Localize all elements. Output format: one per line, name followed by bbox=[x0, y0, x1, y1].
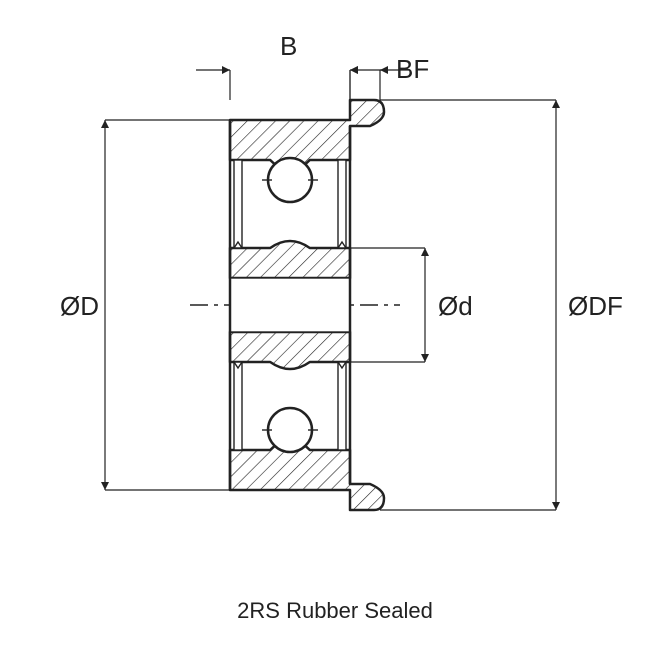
dim-label-BF: BF bbox=[396, 54, 429, 84]
caption-text: 2RS Rubber Sealed bbox=[0, 598, 670, 624]
rubber-seal bbox=[234, 160, 242, 248]
dim-label-B: B bbox=[280, 31, 297, 61]
dim-label-d: Ød bbox=[438, 291, 473, 321]
rubber-seal bbox=[338, 362, 346, 450]
inner-race-section bbox=[230, 332, 350, 369]
bore-opening bbox=[230, 278, 350, 332]
outer-race-section bbox=[230, 100, 384, 170]
dim-label-D: ØD bbox=[60, 291, 99, 321]
ball bbox=[268, 158, 312, 202]
ball bbox=[268, 408, 312, 452]
inner-race-section bbox=[230, 241, 350, 278]
bearing-cross-section-diagram: ØD Ød ØDF B BF bbox=[0, 0, 670, 670]
dim-label-DF: ØDF bbox=[568, 291, 623, 321]
rubber-seal bbox=[234, 362, 242, 450]
rubber-seal bbox=[338, 160, 346, 248]
outer-race-section bbox=[230, 440, 384, 510]
